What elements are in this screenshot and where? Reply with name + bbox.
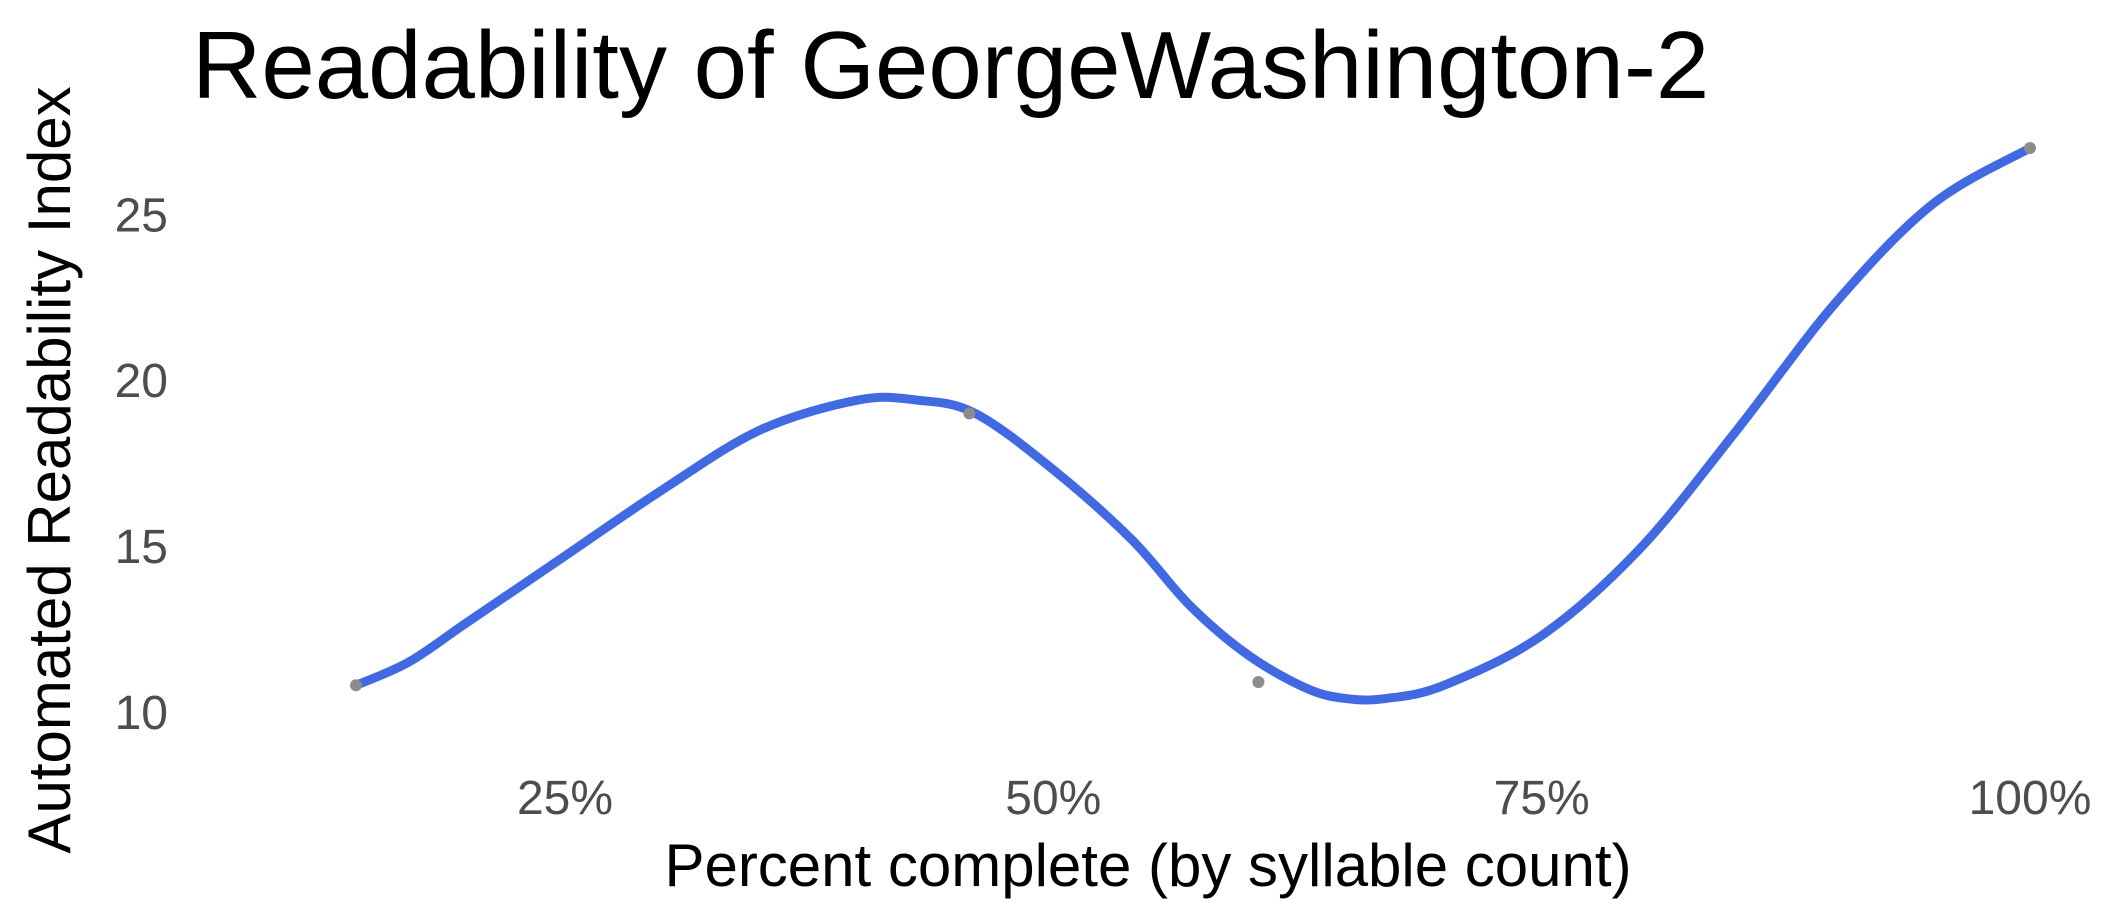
- y-axis-label: Automated Readability Index: [16, 86, 83, 853]
- x-tick-label: 75%: [1494, 772, 1590, 825]
- chart-title: Readability of GeorgeWashington-2: [192, 12, 1709, 119]
- y-tick-labels: 10 15 20 25: [115, 189, 168, 740]
- y-tick-label: 25: [115, 189, 168, 242]
- x-tick-label: 25%: [517, 772, 613, 825]
- data-point: [1252, 675, 1265, 688]
- y-tick-label: 20: [115, 355, 168, 408]
- x-axis-label: Percent complete (by syllable count): [664, 832, 1631, 899]
- x-tick-label: 50%: [1005, 772, 1101, 825]
- data-point: [349, 679, 362, 692]
- data-point: [2024, 142, 2036, 154]
- y-tick-label: 15: [115, 521, 168, 574]
- x-tick-label: 100%: [1969, 772, 2092, 825]
- data-point: [963, 407, 976, 420]
- y-tick-label: 10: [115, 687, 168, 740]
- readability-series-line: [351, 143, 2035, 705]
- x-tick-labels: 25% 50% 75% 100%: [517, 772, 2091, 825]
- plot-area: [349, 142, 2036, 705]
